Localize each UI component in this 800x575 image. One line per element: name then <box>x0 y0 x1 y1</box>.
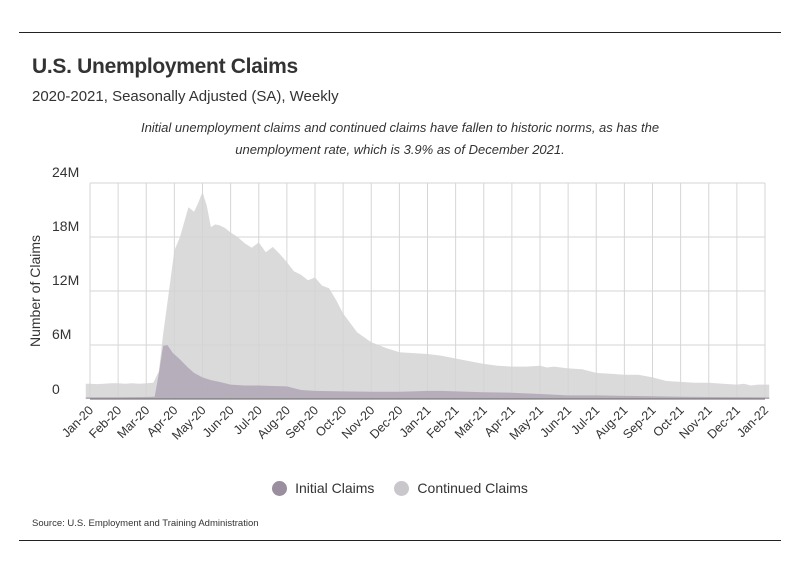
legend-label-continued: Continued Claims <box>417 480 528 496</box>
y-tick-label: 24M <box>52 164 79 180</box>
continued-claims-area <box>85 192 770 399</box>
x-tick-label: Mar-21 <box>452 403 490 441</box>
y-axis-title: Number of Claims <box>27 235 43 347</box>
top-rule <box>19 32 781 33</box>
x-tick-label: Mar-20 <box>114 403 152 441</box>
legend: Initial Claims Continued Claims <box>0 480 800 496</box>
x-tick-label: Jun-21 <box>537 403 574 440</box>
y-tick-label: 0 <box>52 381 60 397</box>
y-tick-label: 12M <box>52 272 79 288</box>
x-tick-label: Jan-22 <box>734 403 771 440</box>
chart-annotation: Initial unemployment claims and continue… <box>140 120 660 157</box>
legend-item-continued[interactable]: Continued Claims <box>394 480 528 496</box>
legend-label-initial: Initial Claims <box>295 480 375 496</box>
legend-item-initial[interactable]: Initial Claims <box>272 480 374 496</box>
chart-title: U.S. Unemployment Claims <box>32 55 298 78</box>
area-series <box>85 192 770 399</box>
source-note: Source: U.S. Employment and Training Adm… <box>32 518 259 529</box>
chart-subtitle: 2020-2021, Seasonally Adjusted (SA), Wee… <box>32 88 339 105</box>
continued-claims-swatch <box>394 480 410 496</box>
initial-claims-area <box>85 345 770 399</box>
bottom-rule <box>19 540 781 541</box>
x-tick-label: Jun-20 <box>200 403 237 440</box>
y-tick-label: 18M <box>52 218 79 234</box>
initial-claims-swatch <box>272 480 288 496</box>
y-tick-label: 6M <box>52 326 71 342</box>
